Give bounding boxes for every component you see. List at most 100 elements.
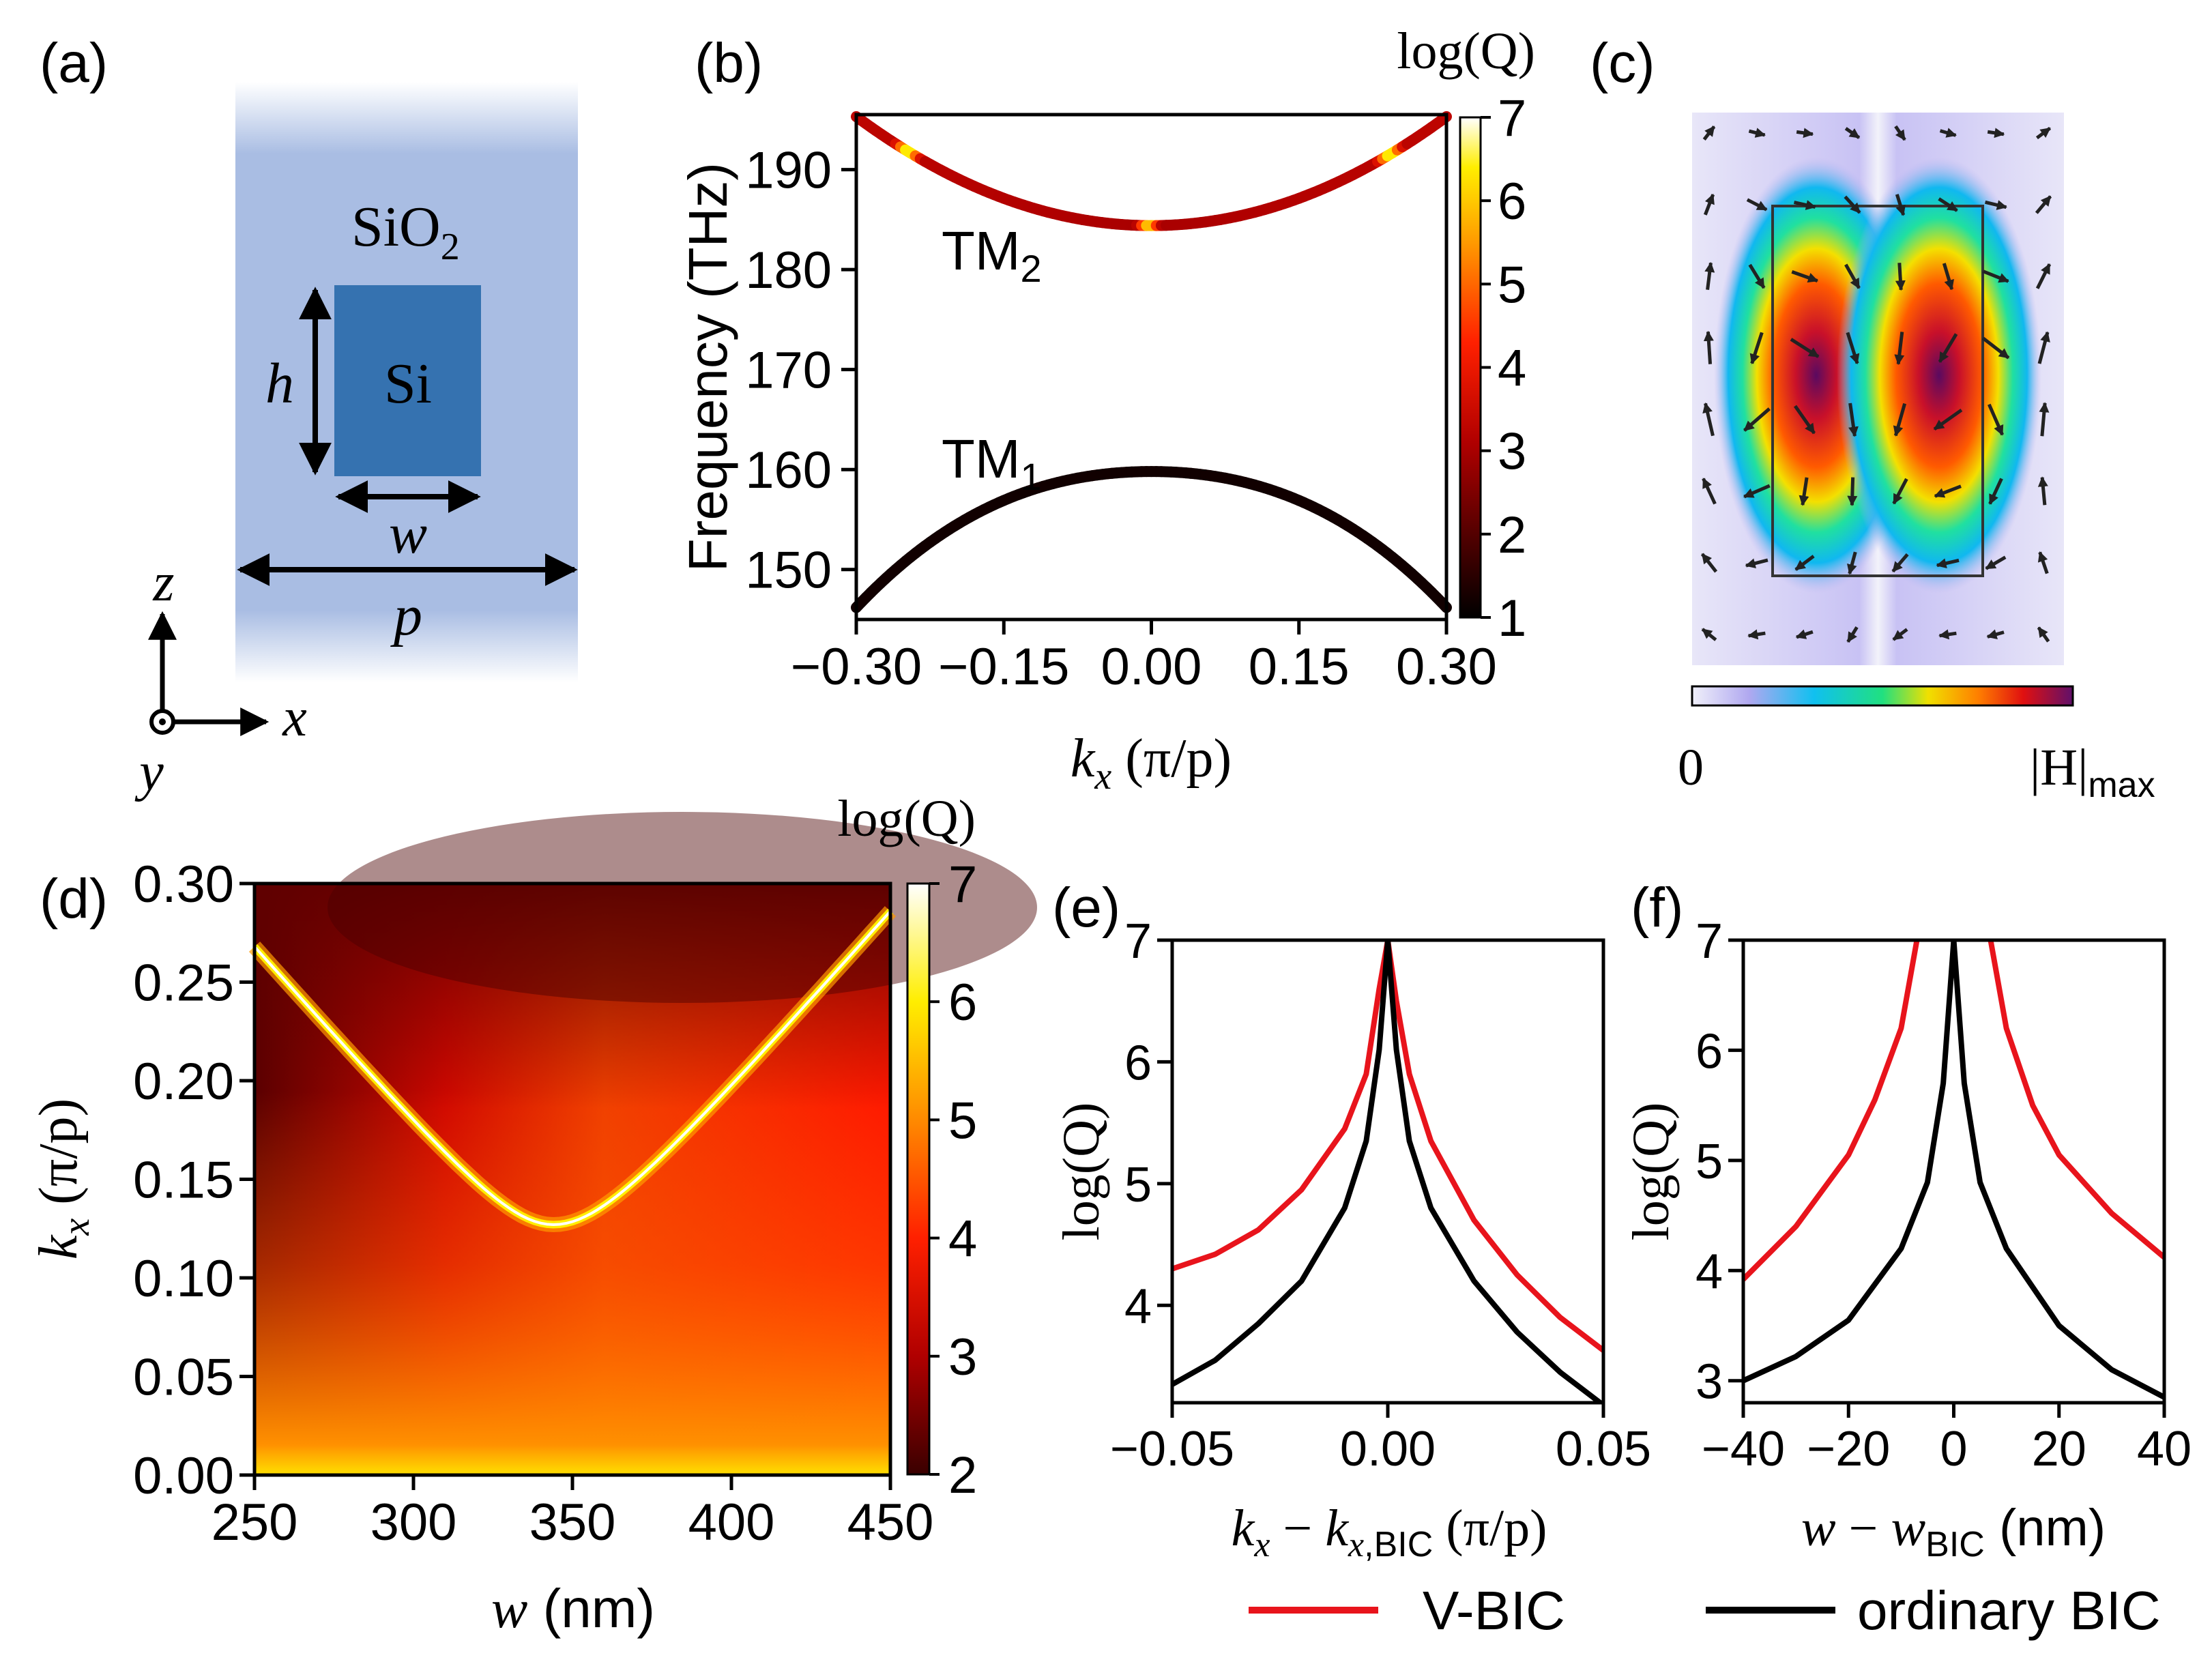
panel-label-a: (a) <box>40 32 108 94</box>
field-arrow-61 <box>1938 629 1957 640</box>
field-arrow-14 <box>1984 200 2007 210</box>
field-arrow-13 <box>1938 197 1958 212</box>
band-xtick-label: −0.15 <box>938 638 1069 696</box>
y-axis-label: y <box>134 742 164 802</box>
field-lobe-right <box>1837 157 2041 594</box>
field-arrow-17 <box>1748 263 1766 289</box>
field-arrow-52 <box>1891 553 1909 573</box>
heatmap-xtick-label: 350 <box>529 1493 616 1551</box>
field-colorbar-min: 0 <box>1678 739 1704 796</box>
field-arrow-59 <box>1846 626 1859 643</box>
field-arrow-8 <box>1703 193 1715 216</box>
band-xtick-label: 0.30 <box>1396 638 1497 696</box>
w-scan-ytick-label: 6 <box>1696 1024 1723 1079</box>
w-scan-series-ordinary-0 <box>1743 940 2164 1400</box>
field-arrow-28 <box>1894 332 1905 366</box>
heatmap-cbar-label: 5 <box>948 1092 977 1150</box>
field-arrow-31 <box>2037 331 2050 364</box>
w-scan-series <box>1743 940 2164 1400</box>
field-arrow-62 <box>1986 629 2005 639</box>
field-arrow-41 <box>1743 484 1771 499</box>
w-scan-x-label: w − wBIC (nm) <box>1801 1499 2106 1564</box>
band-cbar-label: 7 <box>1498 89 1526 147</box>
field-arrow-4 <box>1894 125 1906 141</box>
w-scan-ytick-label: 7 <box>1696 914 1723 969</box>
w-scan-ytick-label: 4 <box>1696 1244 1723 1299</box>
field-colorbar <box>1691 685 2074 707</box>
kx-scan-x-label: kx − kx,BIC (π/p) <box>1232 1500 1547 1564</box>
field-arrow-9 <box>1746 198 1768 212</box>
band-x-label: kx (π/p) <box>1071 729 1232 798</box>
field-arrow-7 <box>2035 126 2052 140</box>
panel-label-b: (b) <box>695 32 763 94</box>
field-arrow-23 <box>2035 263 2052 289</box>
heatmap-xtick-label: 300 <box>370 1493 457 1551</box>
bic-trajectory-peak <box>253 910 892 1227</box>
field-arrow-6 <box>1987 128 2005 138</box>
band-cbar-label: 2 <box>1498 506 1526 564</box>
panel-a-schematic: (a) SiO2 Si h w p z x y <box>40 32 578 802</box>
x-axis-label: x <box>282 688 307 748</box>
band-label-tm1: TM1 <box>942 428 1042 498</box>
kx-scan-series-vbic-0 <box>1172 940 1603 1353</box>
panel-label-f: (f) <box>1631 877 1683 939</box>
kx-scan-xtick-label: 0.00 <box>1340 1422 1436 1476</box>
kx-scan-xtick-label: 0.05 <box>1556 1422 1651 1476</box>
kx-scan-series-ordinary-0 <box>1172 940 1603 1403</box>
field-arrow-2 <box>1796 128 1814 138</box>
field-arrow-48 <box>1700 553 1718 573</box>
field-arrow-30 <box>1981 336 2010 360</box>
field-arrow-36 <box>1893 403 1907 437</box>
band-colorbar-ticks: 1 2 3 4 5 6 7 <box>1481 89 1526 647</box>
heatmap-colorbar-ticks: 2 3 4 5 6 7 <box>929 856 977 1504</box>
field-arrow-27 <box>1846 332 1860 365</box>
band-ytick-label: 180 <box>745 242 832 300</box>
field-arrow-47 <box>2037 476 2048 506</box>
field-arrow-0 <box>1702 126 1716 141</box>
kx-scan-y-label: log(Q) <box>1053 1103 1110 1241</box>
heatmap-xtick-label: 250 <box>212 1493 298 1551</box>
w-scan-axis-ticks: −40 −20 0 20 40 3 4 5 6 7 <box>1696 914 2192 1476</box>
panel-label-e: (e) <box>1052 877 1120 939</box>
field-arrow-24 <box>1703 330 1714 364</box>
heatmap-ytick-label: 0.05 <box>133 1349 234 1407</box>
field-arrow-49 <box>1745 558 1769 568</box>
w-scan-series-vbic-0 <box>1743 940 1920 1282</box>
w-scan-ytick-label: 3 <box>1696 1355 1723 1410</box>
si-core <box>334 285 481 476</box>
band-cbar-label: 5 <box>1498 256 1526 314</box>
panel-b-band-diagram: (b) −0.30 −0.15 0.00 0.15 0.30 150 160 170 180 19… <box>678 23 1535 798</box>
field-arrow-21 <box>1942 263 1954 291</box>
heatmap-cbar-label: 4 <box>948 1210 977 1268</box>
field-arrow-37 <box>1933 408 1963 431</box>
width-label: w <box>389 502 427 566</box>
w-scan-xtick-label: 40 <box>2137 1422 2192 1476</box>
w-scan-ytick-label: 5 <box>1696 1135 1723 1189</box>
field-arrow-51 <box>1846 551 1857 575</box>
heatmap-xtick-label: 450 <box>847 1493 934 1551</box>
field-arrow-42 <box>1799 477 1809 506</box>
legend-label-ordinary: ordinary BIC <box>1857 1580 2161 1641</box>
heatmap-x-label: w (nm) <box>491 1578 655 1639</box>
field-arrow-5 <box>1939 128 1957 138</box>
w-scan-series-vbic-1 <box>1988 940 2164 1259</box>
heatmap-ytick-label: 0.30 <box>133 856 234 914</box>
kx-scan-ytick-label: 5 <box>1124 1158 1152 1212</box>
field-arrow-18 <box>1791 270 1819 283</box>
heatmap-cbar-label: 3 <box>948 1328 977 1386</box>
field-arrow-3 <box>1844 127 1861 139</box>
heatmap-y-label: kx (π/p) <box>29 1098 98 1259</box>
field-arrow-58 <box>1795 629 1814 639</box>
field-arrow-53 <box>1936 558 1960 568</box>
kx-scan-ytick-label: 6 <box>1124 1036 1152 1090</box>
field-arrow-45 <box>1934 484 1962 498</box>
field-arrow-32 <box>1702 402 1715 437</box>
w-scan-frame <box>1741 938 2166 1405</box>
w-scan-y-label: log(Q) <box>1622 1103 1680 1241</box>
field-arrow-29 <box>1938 333 1958 363</box>
field-arrow-46 <box>1988 478 2003 505</box>
band-ytick-label: 170 <box>745 342 832 400</box>
field-arrow-20 <box>1895 263 1906 291</box>
band-colorbar-title: log(Q) <box>1397 23 1535 80</box>
heatmap-axis-ticks: 250 300 350 400 450 0.00 0.05 0.10 0.15 0.20 0.25 0… <box>133 856 933 1551</box>
